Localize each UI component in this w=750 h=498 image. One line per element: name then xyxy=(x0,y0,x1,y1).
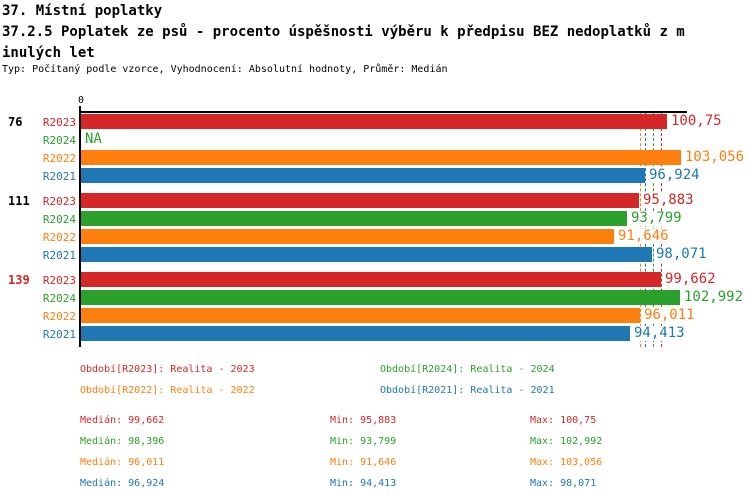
stat-max-r2022: Max: 103,056 xyxy=(530,457,603,468)
bar-r2023 xyxy=(81,272,661,287)
page-title: 37. Místní poplatky xyxy=(2,3,163,19)
bar-value-label-r2024: NA xyxy=(84,131,103,147)
row-label-r2022: R2022 xyxy=(42,231,76,244)
x-axis-zero-tick-label: 0 xyxy=(77,95,85,106)
stat-median-r2024: Medián: 98,396 xyxy=(80,436,165,447)
chart-subtitle-line2: inulých let xyxy=(2,45,95,61)
group-label-111: 111 xyxy=(8,194,30,208)
y-axis-line xyxy=(79,106,81,347)
bar-value-label-r2023: 95,883 xyxy=(642,192,695,208)
bar-r2021 xyxy=(81,326,630,341)
row-label-r2024: R2024 xyxy=(42,134,76,147)
legend-item-r2021: Období[R2021]: Realita - 2021 xyxy=(380,385,555,396)
bar-r2024 xyxy=(81,211,627,226)
bar-value-label-r2021: 96,924 xyxy=(648,167,701,183)
bar-value-label-r2024: 93,799 xyxy=(630,210,683,226)
bar-r2022 xyxy=(81,308,640,323)
bar-r2022 xyxy=(81,150,681,165)
bar-r2024 xyxy=(81,290,680,305)
row-label-r2023: R2023 xyxy=(42,274,76,287)
bar-value-label-r2021: 94,413 xyxy=(633,325,686,341)
bar-value-label-r2021: 98,071 xyxy=(655,246,708,262)
group-label-76: 76 xyxy=(8,115,23,129)
bar-r2023 xyxy=(81,114,667,129)
bar-value-label-r2022: 96,011 xyxy=(643,307,696,323)
stat-min-r2022: Min: 91,646 xyxy=(330,457,397,468)
bar-value-label-r2022: 91,646 xyxy=(617,228,670,244)
row-label-r2023: R2023 xyxy=(42,195,76,208)
row-label-r2022: R2022 xyxy=(42,310,76,323)
row-label-r2024: R2024 xyxy=(42,213,76,226)
row-label-r2021: R2021 xyxy=(42,328,76,341)
stat-min-r2021: Min: 94,413 xyxy=(330,478,397,489)
stat-max-r2021: Max: 98,071 xyxy=(530,478,597,489)
bar-value-label-r2024: 102,992 xyxy=(683,289,745,305)
row-label-r2023: R2023 xyxy=(42,116,76,129)
chart-subtitle-line1: 37.2.5 Poplatek ze psů - procento úspěšn… xyxy=(2,24,685,40)
stat-median-r2022: Medián: 96,011 xyxy=(80,457,165,468)
row-label-r2022: R2022 xyxy=(42,152,76,165)
bar-value-label-r2023: 99,662 xyxy=(664,271,717,287)
bar-r2021 xyxy=(81,168,645,183)
bar-r2022 xyxy=(81,229,614,244)
stat-median-r2023: Medián: 99,662 xyxy=(80,415,165,426)
legend-item-r2023: Období[R2023]: Realita - 2023 xyxy=(80,364,255,375)
row-label-r2021: R2021 xyxy=(42,249,76,262)
chart-meta-line: Typ: Počítaný podle vzorce, Vyhodnocení:… xyxy=(2,64,448,75)
stat-max-r2023: Max: 100,75 xyxy=(530,415,597,426)
stat-median-r2021: Medián: 96,924 xyxy=(80,478,165,489)
x-axis-line xyxy=(79,111,687,113)
row-label-r2024: R2024 xyxy=(42,292,76,305)
bar-r2023 xyxy=(81,193,639,208)
legend-item-r2024: Období[R2024]: Realita - 2024 xyxy=(380,364,555,375)
stat-min-r2024: Min: 93,799 xyxy=(330,436,397,447)
bar-value-label-r2022: 103,056 xyxy=(684,149,746,165)
bar-r2021 xyxy=(81,247,652,262)
bar-value-label-r2023: 100,75 xyxy=(670,113,723,129)
stat-min-r2023: Min: 95,883 xyxy=(330,415,397,426)
row-label-r2021: R2021 xyxy=(42,170,76,183)
stat-max-r2024: Max: 102,992 xyxy=(530,436,603,447)
legend-item-r2022: Období[R2022]: Realita - 2022 xyxy=(80,385,255,396)
group-label-139: 139 xyxy=(8,273,30,287)
